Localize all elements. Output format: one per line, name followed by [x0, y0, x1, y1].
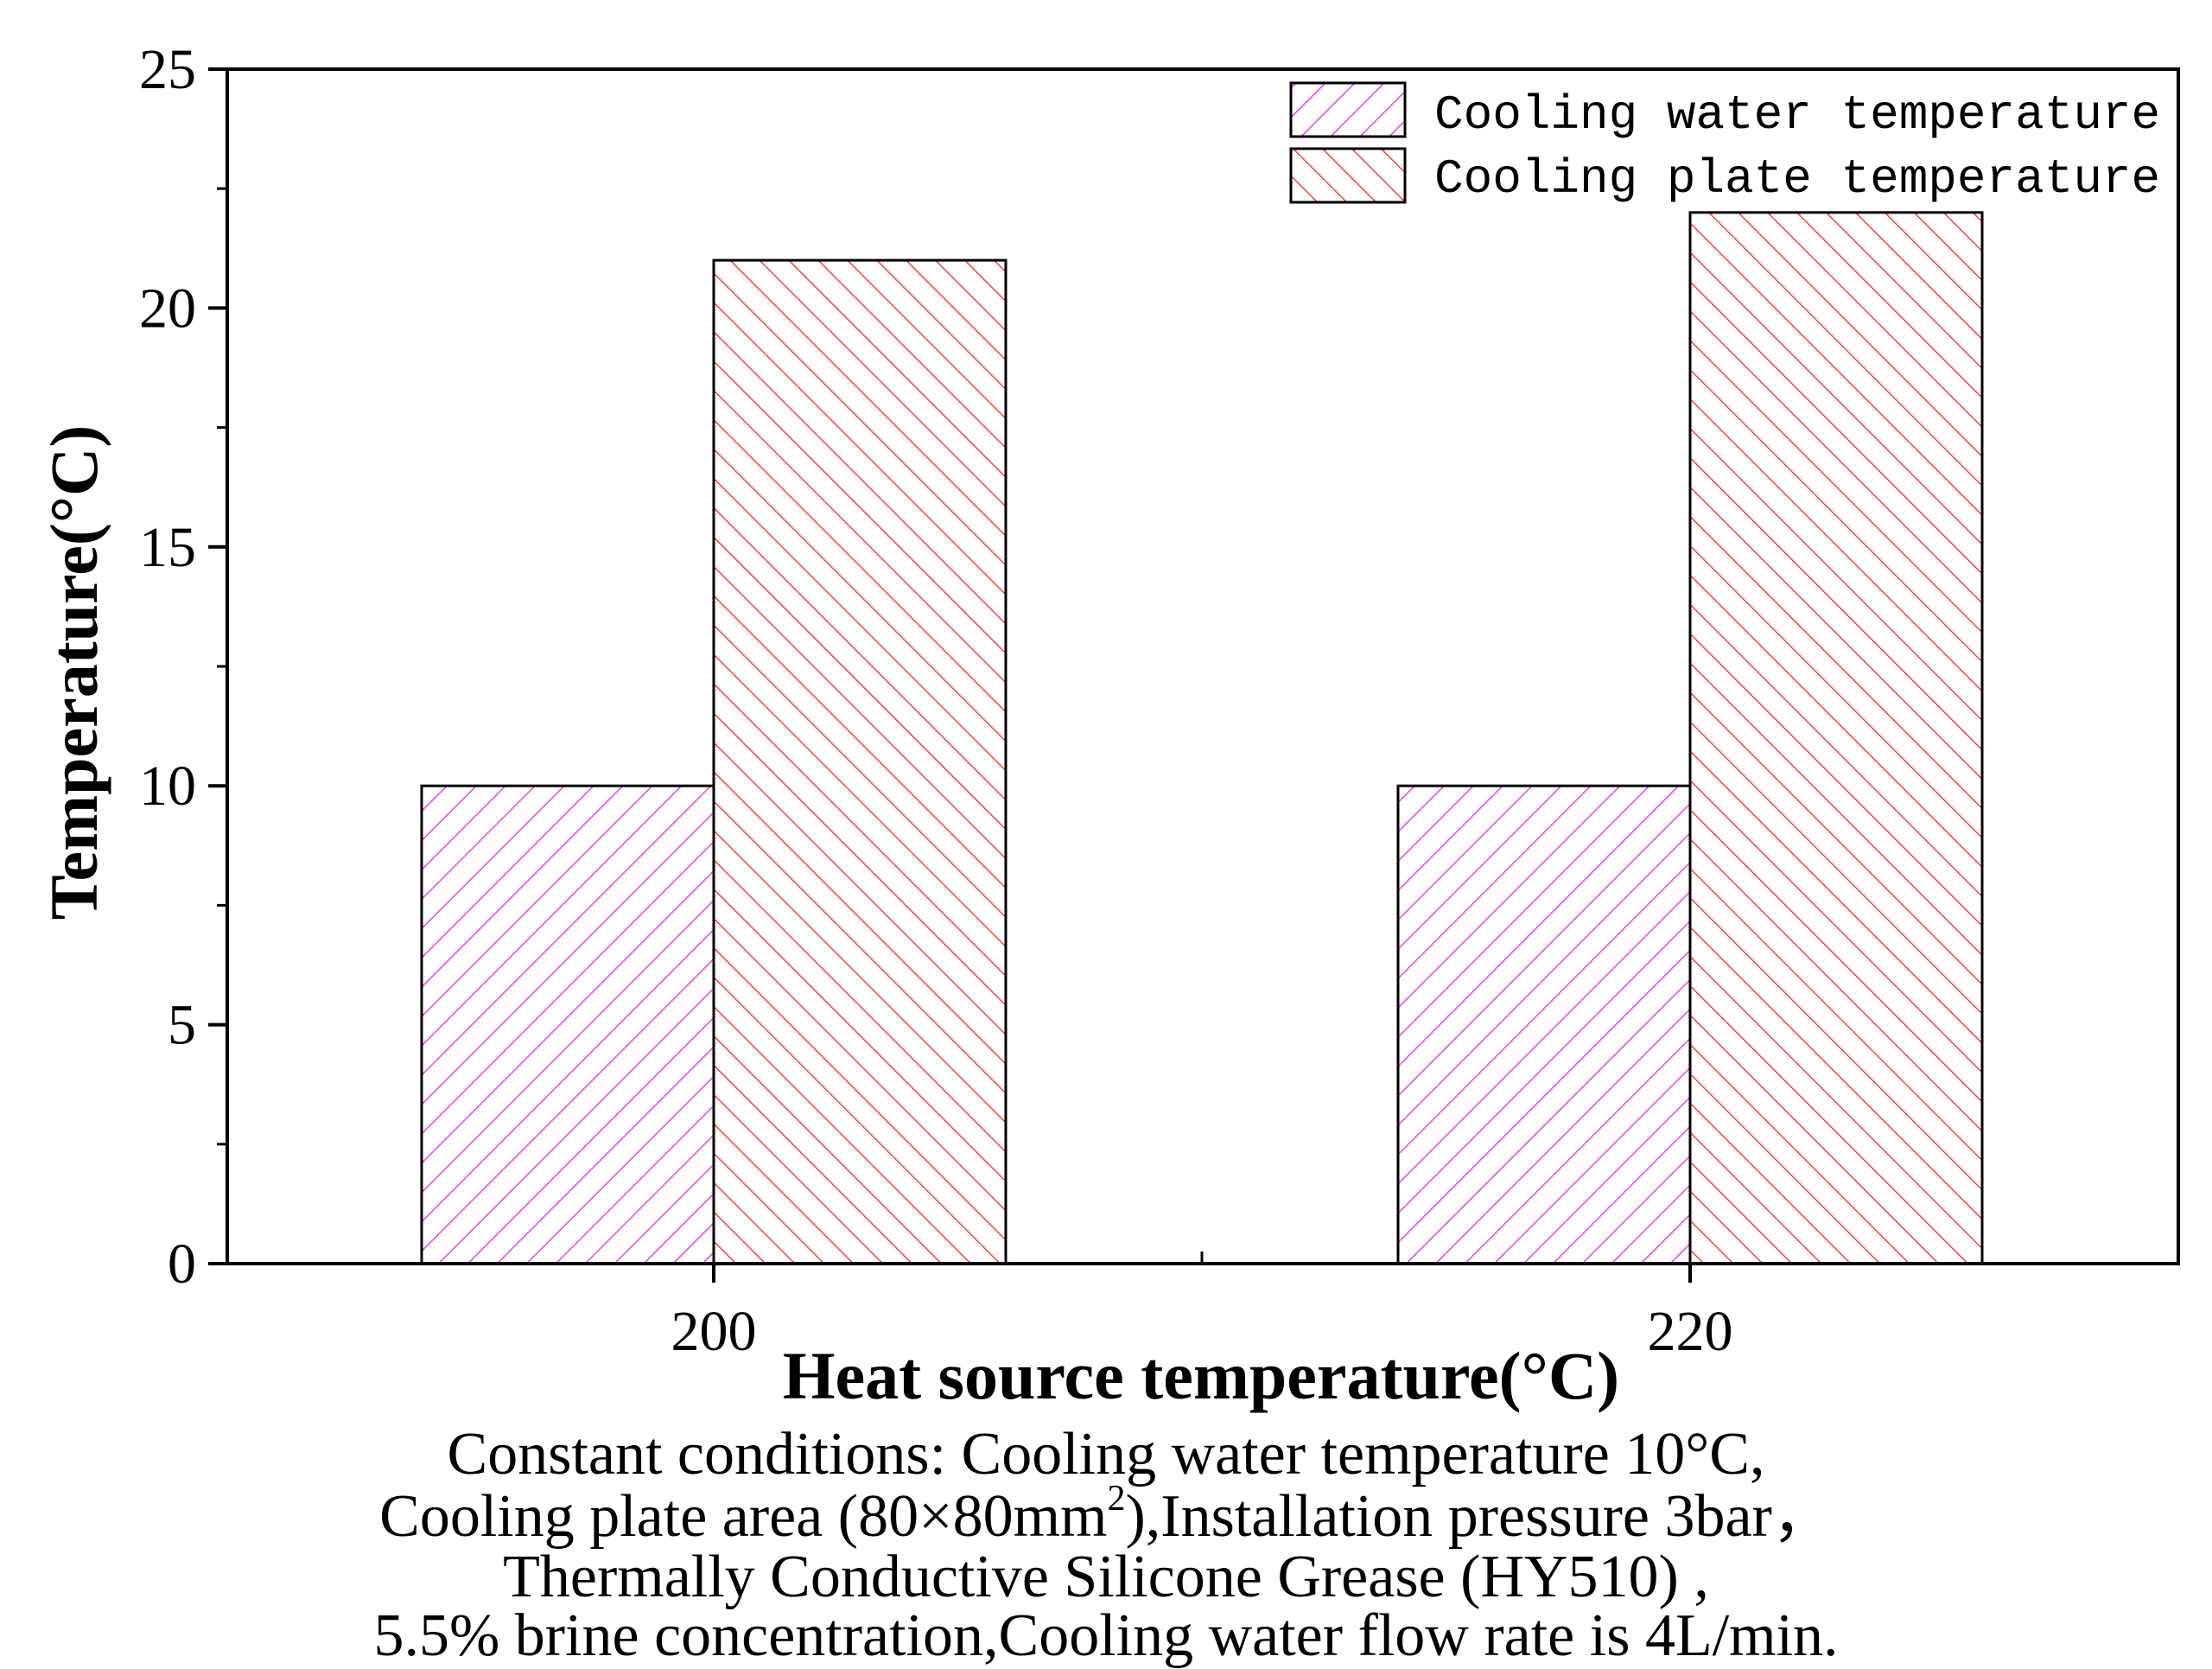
- y-tick-label: 25: [139, 38, 196, 101]
- y-axis-label: Temperature(°C): [36, 425, 111, 920]
- y-tick-label: 10: [139, 755, 196, 818]
- legend-label-cooling-water: Cooling water temperature: [1434, 87, 2160, 143]
- legend: Cooling water temperature Cooling plate …: [1289, 81, 2160, 207]
- bar-cooling-water-220: [1396, 784, 1692, 1265]
- bar-cooling-plate-220: [1688, 211, 1984, 1265]
- caption-line-1: Constant conditions: Cooling water tempe…: [0, 1424, 2212, 1485]
- legend-label-cooling-plate: Cooling plate temperature: [1434, 151, 2160, 207]
- x-tick-label: 220: [1648, 1300, 1733, 1363]
- y-tick-label: 15: [139, 516, 196, 579]
- x-tick-label: 200: [671, 1300, 757, 1363]
- y-tick-label: 5: [168, 994, 196, 1057]
- y-tick-label: 20: [139, 277, 196, 340]
- caption-text-4: 5.5% brine concentration,Cooling water f…: [373, 1602, 1839, 1669]
- caption-line-3: Thermally Conductive Silicone Grease (HY…: [0, 1547, 2212, 1608]
- legend-swatch-cooling-water: [1289, 81, 1407, 138]
- bar-cooling-water-200: [420, 784, 715, 1265]
- bars-layer: [420, 211, 1984, 1265]
- axes-layer: 0 5 10 15 20 25 200 220: [139, 38, 2180, 1363]
- x-axis-label: Heat source temperature(°C): [783, 1338, 1619, 1413]
- legend-swatch-cooling-plate: [1289, 147, 1407, 204]
- caption-text-2b: ),Installation pressure 3bar，: [1125, 1483, 1833, 1550]
- caption-text-2a: Cooling plate area (80×80mm: [379, 1483, 1108, 1550]
- caption-line-4: 5.5% brine concentration,Cooling water f…: [0, 1606, 2212, 1666]
- caption-text-3: Thermally Conductive Silicone Grease (HY…: [503, 1544, 1709, 1610]
- caption-superscript: 2: [1107, 1478, 1126, 1519]
- caption-line-2: Cooling plate area (80×80mm2),Installati…: [0, 1481, 2212, 1547]
- caption-text-1: Constant conditions: Cooling water tempe…: [447, 1421, 1765, 1487]
- y-tick-label: 0: [168, 1233, 196, 1296]
- bar-cooling-plate-200: [712, 258, 1007, 1265]
